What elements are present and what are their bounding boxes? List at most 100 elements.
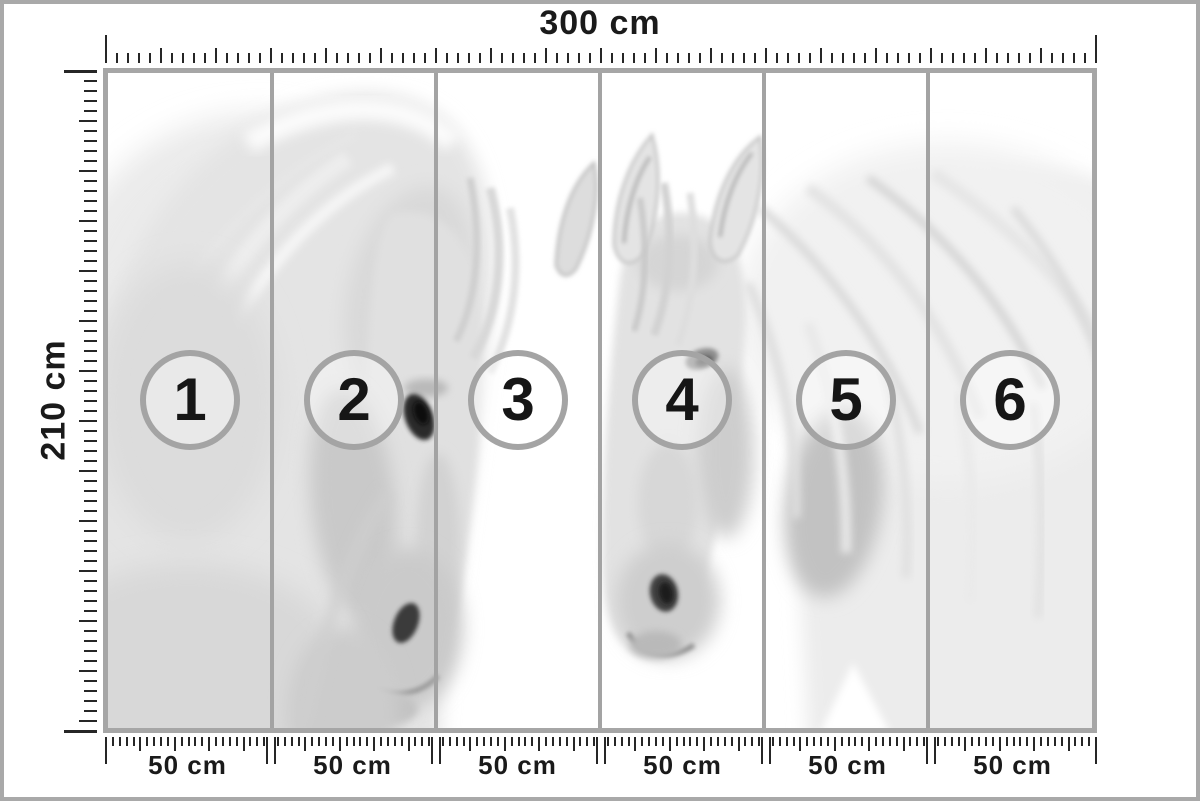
- ruler-tick: [833, 737, 836, 751]
- ruler-tick: [208, 737, 211, 751]
- ruler-tick: [235, 737, 238, 746]
- ruler-tick: [84, 140, 97, 142]
- ruler-tick: [754, 53, 756, 63]
- ruler-tick: [622, 53, 624, 63]
- ruler-tick: [963, 53, 965, 63]
- ruler-tick: [517, 737, 520, 746]
- ruler-tick: [263, 737, 266, 746]
- ruler-tick: [1040, 737, 1042, 746]
- ruler-tick: [551, 737, 554, 746]
- ruler-tick: [875, 737, 877, 746]
- ruler-tick: [826, 737, 829, 746]
- ruler-tick: [633, 53, 635, 63]
- ruler-tick: [380, 737, 382, 746]
- ruler-tick: [358, 53, 360, 63]
- ruler-tick: [620, 737, 623, 746]
- ruler-tick: [84, 210, 97, 212]
- ruler-tick: [79, 620, 97, 622]
- ruler-tick: [369, 53, 371, 63]
- ruler-tick: [934, 737, 936, 764]
- panel-number: 6: [993, 366, 1027, 433]
- ruler-tick: [888, 737, 891, 746]
- ruler-tick: [424, 53, 426, 63]
- ruler-tick: [655, 737, 657, 746]
- ruler-tick: [173, 737, 176, 751]
- ruler-tick: [221, 737, 224, 746]
- ruler-tick: [743, 53, 745, 63]
- ruler-tick: [439, 737, 441, 764]
- ruler-tick: [1095, 737, 1097, 764]
- ruler-tick: [787, 53, 789, 63]
- ruler-tick: [366, 737, 369, 746]
- ruler-tick: [732, 53, 734, 63]
- ruler-tick: [998, 737, 1001, 751]
- ruler-tick: [256, 737, 259, 746]
- ruler-tick: [792, 737, 795, 746]
- ruler-tick: [237, 53, 239, 63]
- ruler-tick: [758, 737, 761, 746]
- ruler-tick: [909, 737, 912, 746]
- ruler-tick: [84, 650, 97, 652]
- ruler-tick: [84, 560, 97, 562]
- ruler-tick: [771, 737, 774, 746]
- panel-number-badge: 3: [468, 350, 568, 450]
- ruler-tick: [79, 220, 97, 222]
- ruler-tick: [274, 737, 276, 764]
- ruler-tick: [84, 200, 97, 202]
- ruler-tick: [462, 737, 465, 746]
- ruler-tick: [469, 737, 472, 751]
- ruler-tick: [386, 737, 389, 746]
- ruler-tick: [545, 737, 547, 746]
- ruler-tick: [655, 48, 657, 63]
- ruler-tick: [166, 737, 169, 746]
- ruler-tick: [1060, 737, 1063, 746]
- ruler-tick: [666, 53, 668, 63]
- ruler-tick: [696, 737, 699, 746]
- ruler-tick: [556, 53, 558, 63]
- ruler-tick: [926, 737, 928, 764]
- ruler-tick: [84, 350, 97, 352]
- ruler-tick: [806, 737, 809, 746]
- ruler-tick: [84, 410, 97, 412]
- ruler-tick: [292, 53, 294, 63]
- panel-divider: [926, 73, 930, 728]
- ruler-tick: [84, 330, 97, 332]
- ruler-tick: [84, 280, 97, 282]
- ruler-tick: [483, 737, 486, 746]
- ruler-tick: [79, 720, 97, 722]
- ruler-tick: [84, 230, 97, 232]
- ruler-tick: [661, 737, 664, 746]
- ruler-tick: [149, 53, 151, 63]
- ruler-tick: [985, 48, 987, 63]
- panel-divider: [762, 73, 766, 728]
- mural-preview: 1 2 3 4 5 6: [103, 68, 1097, 733]
- ruler-tick: [985, 737, 987, 746]
- ruler-tick: [79, 670, 97, 672]
- segment-width-label: 50 cm: [973, 750, 1052, 780]
- ruler-tick: [886, 53, 888, 63]
- ruler-tick: [393, 737, 396, 746]
- ruler-tick: [996, 53, 998, 63]
- segment-width-label: 50 cm: [478, 750, 557, 780]
- ruler-tick: [84, 100, 97, 102]
- ruler-tick: [441, 737, 444, 746]
- ruler-tick: [534, 53, 536, 63]
- ruler-tick: [798, 53, 800, 63]
- ruler-tick: [908, 53, 910, 63]
- panel-number-badge: 4: [632, 350, 732, 450]
- ruler-tick: [952, 53, 954, 63]
- ruler-tick: [1067, 737, 1070, 751]
- ruler-tick: [721, 53, 723, 63]
- ruler-tick: [283, 737, 286, 746]
- ruler-tick: [84, 630, 97, 632]
- ruler-tick: [593, 737, 596, 746]
- ruler-tick: [359, 737, 362, 746]
- ruler-tick: [776, 53, 778, 63]
- ruler-tick: [831, 53, 833, 63]
- ruler-tick: [703, 737, 706, 751]
- ruler-tick: [270, 48, 272, 63]
- ruler-tick: [579, 737, 582, 746]
- ruler-tick: [496, 737, 499, 746]
- ruler-tick: [567, 53, 569, 63]
- ruler-tick: [84, 440, 97, 442]
